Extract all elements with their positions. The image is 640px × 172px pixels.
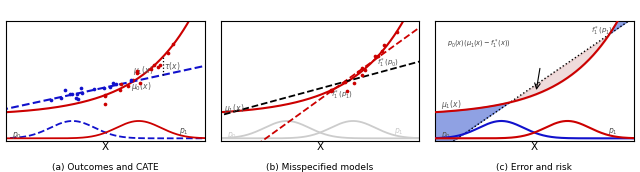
Point — [340, 81, 351, 84]
Point — [392, 30, 402, 33]
Text: $p_0(x)(\mu_1(x) - f_1^*(x))$: $p_0(x)(\mu_1(x) - f_1^*(x))$ — [447, 37, 511, 51]
Point — [353, 70, 363, 73]
Point — [67, 93, 77, 95]
Text: $f_1^*(p_1)$: $f_1^*(p_1)$ — [591, 25, 614, 39]
Point — [116, 83, 127, 85]
Text: $\mu_1(x)$: $\mu_1(x)$ — [132, 64, 153, 77]
Point — [155, 64, 165, 67]
X-axis label: X: X — [531, 142, 538, 152]
Text: $\mu_1(x)$: $\mu_1(x)$ — [224, 102, 244, 115]
Point — [100, 95, 111, 97]
Point — [357, 74, 367, 77]
Text: $p_0$: $p_0$ — [441, 130, 451, 141]
Point — [357, 66, 367, 69]
Point — [73, 97, 83, 100]
Point — [370, 55, 380, 57]
Point — [76, 86, 86, 89]
Point — [45, 98, 56, 101]
Point — [153, 66, 163, 68]
Text: $p_1$: $p_1$ — [179, 126, 189, 137]
Point — [326, 89, 337, 92]
Point — [163, 51, 173, 54]
Point — [123, 85, 133, 87]
Text: $f_1^*(p_0)$: $f_1^*(p_0)$ — [377, 57, 399, 70]
Point — [126, 79, 136, 82]
Point — [99, 86, 109, 89]
Text: $p_1$: $p_1$ — [608, 126, 618, 137]
Point — [379, 43, 389, 46]
Text: $f_1^*(p_1)$: $f_1^*(p_1)$ — [330, 88, 353, 102]
Point — [132, 71, 143, 74]
Text: (a) Outcomes and CATE: (a) Outcomes and CATE — [52, 163, 159, 172]
Point — [326, 88, 337, 91]
Point — [377, 50, 387, 52]
Text: (c) Error and risk: (c) Error and risk — [497, 163, 572, 172]
Point — [168, 42, 179, 45]
Point — [342, 89, 352, 92]
Point — [56, 97, 67, 100]
Point — [127, 78, 138, 81]
Text: $p_1$: $p_1$ — [394, 126, 403, 137]
Point — [145, 67, 156, 70]
Point — [135, 81, 145, 84]
Point — [149, 64, 159, 67]
Text: $p_0$: $p_0$ — [227, 130, 237, 141]
Point — [132, 70, 142, 73]
Point — [100, 93, 110, 96]
Point — [106, 86, 116, 89]
Text: $\mu_0(x)$: $\mu_0(x)$ — [131, 80, 152, 93]
Point — [65, 93, 75, 96]
Point — [60, 89, 70, 91]
Point — [99, 103, 109, 105]
Point — [89, 88, 99, 90]
Text: $p_0$: $p_0$ — [12, 130, 22, 141]
Point — [373, 55, 383, 57]
Point — [76, 92, 86, 94]
X-axis label: X: X — [102, 142, 109, 152]
Point — [326, 90, 336, 92]
Point — [71, 96, 81, 99]
Point — [115, 89, 125, 92]
Point — [360, 69, 370, 71]
Point — [111, 83, 121, 85]
Text: (b) Misspecified models: (b) Misspecified models — [266, 163, 374, 172]
Point — [72, 93, 83, 96]
Text: $\mu_1(x)$: $\mu_1(x)$ — [441, 98, 461, 111]
Point — [348, 82, 358, 84]
Point — [108, 81, 118, 84]
X-axis label: X: X — [316, 142, 324, 152]
Text: $\tau(x)$: $\tau(x)$ — [164, 60, 180, 72]
